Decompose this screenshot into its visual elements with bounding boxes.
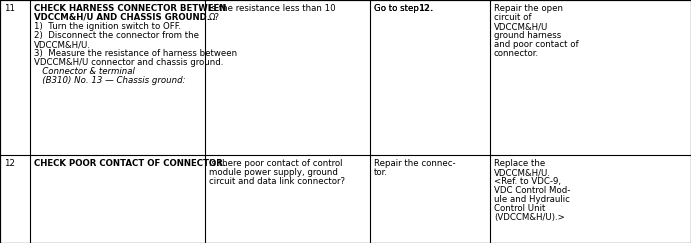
Text: Is there poor contact of control: Is there poor contact of control [209,159,343,168]
Text: Go to step: Go to step [374,4,422,13]
Text: Go to step ​: Go to step ​ [374,4,422,13]
Text: CHECK HARNESS CONNECTOR BETWEEN: CHECK HARNESS CONNECTOR BETWEEN [34,4,227,13]
Text: (VDCCM&H/U).>: (VDCCM&H/U).> [494,213,565,222]
Text: (B310) No. 13 — Chassis ground:: (B310) No. 13 — Chassis ground: [34,76,185,85]
Text: VDCCM&H/U connector and chassis ground.: VDCCM&H/U connector and chassis ground. [34,58,223,67]
Text: tor.: tor. [374,168,388,177]
Text: Replace the: Replace the [494,159,545,168]
Text: VDC Control Mod-: VDC Control Mod- [494,186,570,195]
Text: module power supply, ground: module power supply, ground [209,168,338,177]
Text: VDCCM&H/U: VDCCM&H/U [494,22,549,31]
Text: circuit and data link connector?: circuit and data link connector? [209,177,345,186]
Text: Repair the connec-: Repair the connec- [374,159,455,168]
Text: VDCCM&H/U.: VDCCM&H/U. [34,40,91,49]
Text: CHECK POOR CONTACT OF CONNECTOR.: CHECK POOR CONTACT OF CONNECTOR. [34,159,227,168]
Text: VDCCM&H/U AND CHASSIS GROUND.: VDCCM&H/U AND CHASSIS GROUND. [34,13,210,22]
Text: VDCCM&H/U.: VDCCM&H/U. [494,168,551,177]
Text: Control Unit: Control Unit [494,204,545,213]
Text: Go to step: Go to step [374,4,422,13]
Text: ule and Hydraulic: ule and Hydraulic [494,195,570,204]
Text: 3)  Measure the resistance of harness between: 3) Measure the resistance of harness bet… [34,49,237,58]
Text: 1)  Turn the ignition switch to OFF.: 1) Turn the ignition switch to OFF. [34,22,181,31]
Text: ground harness: ground harness [494,31,561,40]
Text: 12: 12 [4,159,15,168]
Text: <Ref. to VDC-9,: <Ref. to VDC-9, [494,177,561,186]
Text: Go to step: Go to step [374,4,422,13]
Text: 12.: 12. [418,4,433,13]
Text: 11: 11 [4,4,15,13]
Text: Ω?: Ω? [209,13,220,22]
Text: Is the resistance less than 10: Is the resistance less than 10 [209,4,336,13]
Text: circuit of: circuit of [494,13,531,22]
Text: and poor contact of: and poor contact of [494,40,578,49]
Text: connector.: connector. [494,49,539,58]
Text: 2)  Disconnect the connector from the: 2) Disconnect the connector from the [34,31,199,40]
Text: Repair the open: Repair the open [494,4,563,13]
Text: Connector & terminal: Connector & terminal [34,67,135,76]
